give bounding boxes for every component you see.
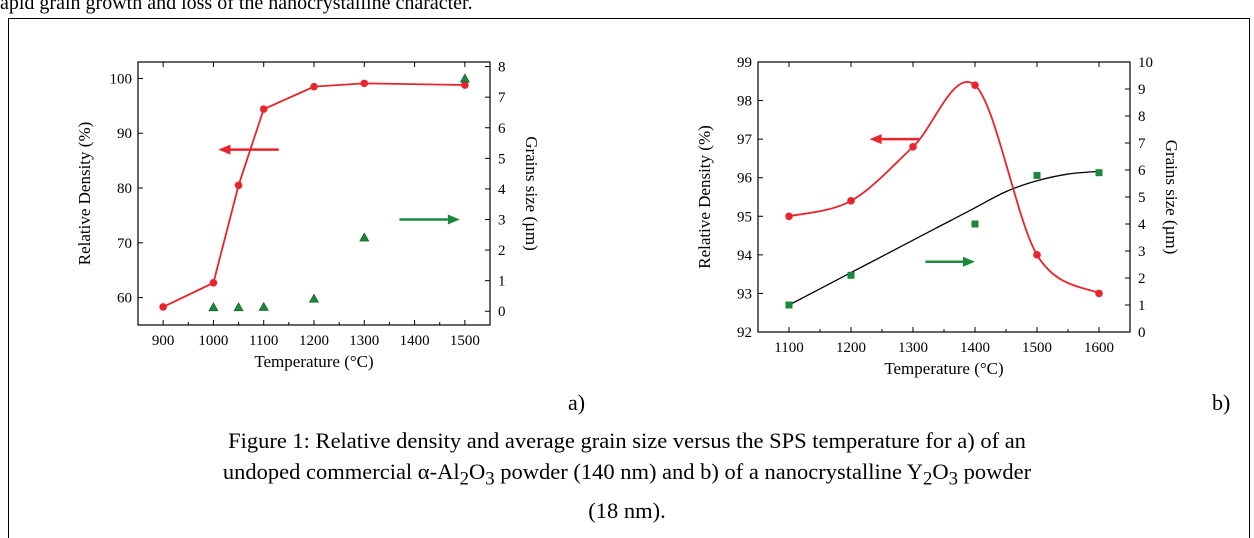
y2-tick-label: 10 [1138,55,1153,71]
y-tick-label: 95 [737,209,752,225]
x-tick-label: 1400 [960,340,990,356]
grain-size-point [233,302,244,312]
x-tick-label: 1500 [1022,340,1052,356]
grain-size-fit-line [788,170,1100,306]
y2-tick-label: 8 [498,60,506,76]
grain-size-point [971,220,979,228]
y-axis-label: Relative Density (%) [695,125,714,269]
density-point [360,79,369,88]
plot-frame [137,61,491,326]
figure-caption: Figure 1: Relative density and average g… [0,425,1254,526]
y2-tick-label: 4 [1138,217,1146,233]
density-point [461,81,469,89]
density-point [909,143,917,151]
density-point [209,279,218,287]
density-point [785,212,793,221]
x-tick-label: 1200 [299,333,329,349]
y2-tick-label: 1 [1138,298,1146,314]
y-tick-label: 90 [117,126,132,142]
y-tick-label: 99 [737,55,752,71]
x-tick-label: 900 [152,333,175,349]
caption-line-2: undoped commercial α-Al2O3 powder (140 n… [222,459,1032,490]
arrow-head [869,134,882,145]
y-tick-label: 97 [737,132,753,148]
density-point [847,197,855,205]
density-point [310,82,318,91]
arrow-head [447,214,460,225]
y-tick-label: 92 [737,325,752,341]
panel-label-a: a) [568,390,586,415]
y-tick-label: 60 [117,291,132,307]
y2-tick-label: 6 [498,121,506,137]
density-point [159,303,167,311]
y2-tick-label: 8 [1138,109,1146,125]
density-point [1095,289,1103,298]
y-axis-label: Relative Density (%) [75,122,94,266]
y2-tick-label: 3 [498,212,506,228]
y-tick-label: 100 [110,71,133,87]
y2-axis-label: Grains size (µm) [1162,140,1181,255]
y2-axis-label: Grains size (µm) [522,136,541,251]
x-tick-label: 1300 [349,333,379,349]
y2-tick-label: 6 [1138,163,1146,179]
density-point [971,81,979,89]
y-tick-label: 96 [737,171,753,187]
x-tick-label: 1100 [249,333,278,349]
caption-line-3: (18 nm). [588,497,666,523]
grain-size-point [1095,169,1103,177]
density-point [234,181,243,190]
y2-tick-label: 5 [1138,190,1146,206]
y-tick-label: 94 [737,248,753,264]
x-axis-label: Temperature (°C) [884,359,1003,378]
grain-size-point [1033,171,1041,179]
figure-frame [8,18,1250,538]
grain-size-point [308,293,320,303]
y-tick-label: 80 [117,181,132,197]
caption-line-1: Figure 1: Relative density and average g… [228,428,1026,453]
y2-tick-label: 7 [1138,136,1146,152]
y2-tick-label: 1 [498,274,506,290]
y-tick-label: 98 [737,94,752,110]
chart-a: 900 1000 1100 1200 1300 1400 15006070809010001… [75,60,541,371]
grain-size-point [459,73,470,83]
arrow-head [218,144,231,155]
grain-size-point [847,271,855,279]
y-tick-label: 93 [737,286,752,302]
x-tick-label: 1000 [198,333,228,349]
density-point [259,105,268,113]
x-tick-label: 1400 [400,333,430,349]
x-tick-label: 1200 [836,340,866,356]
y2-tick-label: 2 [1138,271,1146,287]
grain-size-point [359,232,370,242]
x-tick-label: 1300 [898,340,928,356]
arrow-head [963,256,975,267]
grain-size-point [208,302,219,312]
x-tick-label: 1500 [450,333,480,349]
grain-size-point [785,301,793,309]
y2-tick-label: 4 [498,182,506,198]
x-axis-label: Temperature (°C) [254,352,373,371]
y2-tick-label: 9 [1138,82,1146,98]
y2-tick-label: 2 [498,243,506,259]
preceding-text: apid grain growth and loss of the nanocr… [0,0,473,14]
chart-b: 1100 1200 1300 1400 1500 16009293949596979899… [695,55,1181,378]
grain-size-point [258,301,269,311]
panel-label-b: b) [1212,390,1231,415]
y2-tick-label: 5 [498,151,506,167]
y-tick-label: 70 [117,236,132,252]
density-point [1033,251,1041,259]
x-tick-label: 1100 [774,340,803,356]
x-tick-label: 1600 [1084,340,1114,356]
y2-tick-label: 7 [498,90,506,106]
y2-tick-label: 0 [498,304,506,320]
y2-tick-label: 3 [1138,244,1146,260]
density-line [162,82,465,308]
y2-tick-label: 0 [1138,325,1146,341]
